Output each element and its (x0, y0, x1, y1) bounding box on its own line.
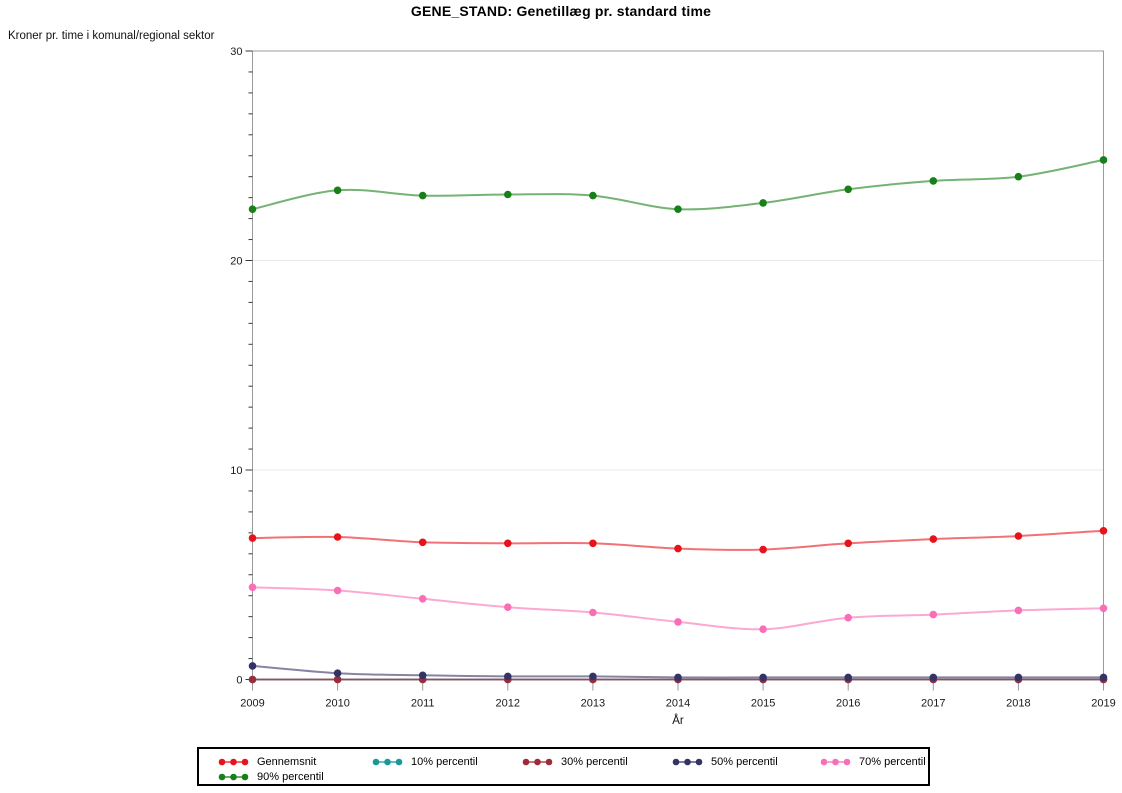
legend-item-50-percentil: 50% percentil (671, 756, 778, 768)
data-point (759, 625, 767, 633)
x-tick-label: 2015 (751, 698, 775, 710)
legend: Gennemsnit 10% percentil 30% percentil 50% … (197, 747, 930, 786)
legend-label: 30% percentil (561, 756, 628, 768)
data-point (589, 539, 597, 548)
data-point (333, 533, 342, 541)
y-gridlines (252, 260, 1104, 471)
data-point (1014, 532, 1023, 540)
data-point (1099, 527, 1108, 535)
data-point (418, 671, 427, 680)
data-point (504, 190, 512, 199)
legend-label: 70% percentil (859, 756, 926, 768)
x-tick-label: 2011 (411, 698, 435, 710)
x-tick-label: 2014 (666, 698, 690, 710)
data-point (759, 673, 767, 682)
legend-item-70-percentil: 70% percentil (819, 756, 926, 768)
legend-label: 10% percentil (411, 756, 478, 768)
y-tick-labels: 0 10 20 30 (230, 46, 242, 687)
data-point (1014, 172, 1023, 181)
y-tick-label: 30 (230, 46, 242, 58)
x-tick-label: 2009 (240, 698, 264, 710)
legend-item-30-percentil: 30% percentil (521, 756, 628, 768)
data-point (1014, 606, 1023, 615)
x-tick-label: 2013 (581, 698, 605, 710)
plot-frame (252, 50, 1104, 680)
y-tick-label: 10 (230, 465, 242, 477)
data-point (844, 613, 852, 622)
x-tick-labels: 2009 2010 2011 2012 2013 2014 2015 2016 2017 2018… (240, 698, 1115, 710)
data-point (844, 673, 852, 682)
data-point (504, 672, 512, 681)
x-tick-label: 2012 (496, 698, 520, 710)
data-point (674, 205, 682, 213)
series-90-percentil (248, 156, 1108, 213)
data-point (929, 673, 938, 682)
data-point (844, 539, 852, 548)
legend-series-marker-icon (820, 758, 851, 766)
data-point (1014, 673, 1023, 682)
data-series (248, 156, 1108, 684)
data-point (418, 191, 427, 200)
legend-item-90-percentil: 90% percentil (217, 771, 324, 783)
x-axis-label: År (672, 715, 684, 727)
data-point (333, 669, 342, 677)
chart-title: GENE_STAND: Genetillæg pr. standard time (410, 3, 712, 19)
legend-series-marker-icon (218, 773, 249, 781)
legend-label: 90% percentil (257, 771, 324, 783)
legend-series-marker-icon (372, 758, 403, 766)
series-50-percentil (248, 662, 1108, 682)
data-point (248, 662, 257, 670)
y-tick-label: 20 (230, 256, 242, 268)
x-tick-label: 2016 (836, 698, 860, 710)
legend-series-marker-icon (218, 758, 249, 766)
data-point (674, 673, 682, 682)
legend-series-marker-icon (672, 758, 703, 766)
x-tick-label: 2019 (1091, 698, 1115, 710)
data-point (929, 610, 938, 619)
data-point (674, 618, 682, 626)
legend-item-gennemsnit: Gennemsnit (217, 756, 316, 768)
data-point (929, 535, 938, 543)
data-point (674, 544, 682, 553)
data-point (333, 586, 342, 595)
data-point (759, 199, 767, 207)
data-point (589, 672, 597, 681)
data-point (248, 583, 257, 592)
y-tick-label: 0 (236, 675, 242, 687)
data-point (1099, 156, 1108, 164)
series-70-percentil (248, 583, 1108, 633)
data-point (929, 177, 938, 185)
legend-label: 50% percentil (711, 756, 778, 768)
data-point (248, 205, 257, 213)
data-point (589, 608, 597, 617)
x-tick-label: 2018 (1006, 698, 1030, 710)
data-point (1099, 673, 1108, 682)
x-tick-label: 2010 (325, 698, 349, 710)
data-point (248, 534, 257, 542)
data-point (504, 539, 512, 548)
data-point (418, 538, 427, 547)
data-point (333, 675, 342, 684)
data-point (844, 185, 852, 194)
legend-series-marker-icon (522, 758, 553, 766)
y-axis-ticks (245, 50, 253, 680)
data-point (759, 545, 767, 554)
data-point (248, 675, 257, 684)
y-axis-label: Kroner pr. time i komunal/regional sekto… (8, 30, 215, 42)
x-tick-label: 2017 (921, 698, 945, 710)
legend-label: Gennemsnit (257, 756, 317, 768)
series-gennemsnit (248, 527, 1108, 554)
legend-item-10-percentil: 10% percentil (371, 756, 478, 768)
data-point (418, 595, 427, 603)
data-point (1099, 604, 1108, 613)
data-point (333, 186, 342, 195)
data-point (589, 191, 597, 200)
data-point (504, 603, 512, 611)
